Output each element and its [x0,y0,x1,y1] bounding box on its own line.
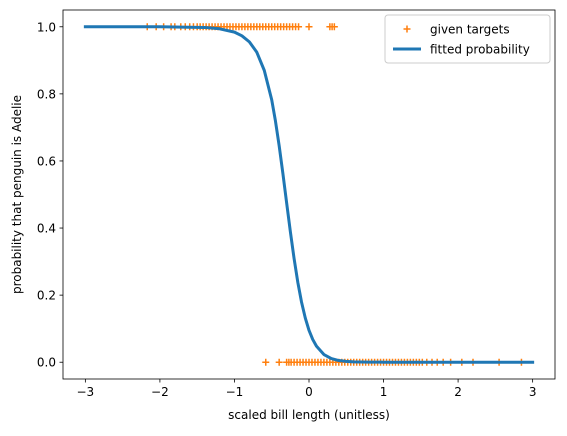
x-tick-label: 3 [529,385,537,399]
legend-box [384,14,551,64]
data-point-plus [305,23,313,31]
y-axis-label: probability that penguin is Adelie [10,95,24,294]
y-tick-label: 0.4 [37,222,56,236]
y-tick-label: 0.2 [37,289,56,303]
legend-entry: given targets [403,23,510,37]
legend-label: given targets [430,23,510,37]
x-tick-label: 0 [305,385,313,399]
data-point-plus [330,23,338,31]
data-point-plus [295,23,303,31]
x-axis-label: scaled bill length (unitless) [228,408,390,422]
legend-marker-plus [403,25,411,33]
x-tick-label: 1 [380,385,388,399]
series-fitted-probability-line [83,25,535,364]
x-tick-label: −1 [226,385,244,399]
data-point-plus [262,358,270,366]
y-tick-label: 1.0 [37,20,56,34]
x-tick-label: −2 [151,385,169,399]
y-tick-label: 0.8 [37,87,56,101]
legend: given targets fitted probability [384,14,551,64]
data-point-plus [275,358,283,366]
y-tick-label: 0.0 [37,356,56,370]
y-tick-label: 0.6 [37,154,56,168]
x-tick-label: −3 [77,385,95,399]
plot-area [83,23,535,366]
legend-label: fitted probability [430,43,530,57]
legend-entry: fitted probability [393,43,530,57]
series-given-targets [143,23,525,366]
x-tick-label: 2 [454,385,462,399]
axes: −3 −2 −1 0 1 2 3 0.0 0.2 0.4 0.6 0.8 1.0 scaled bill … [10,9,556,422]
axes-frame [62,9,556,380]
